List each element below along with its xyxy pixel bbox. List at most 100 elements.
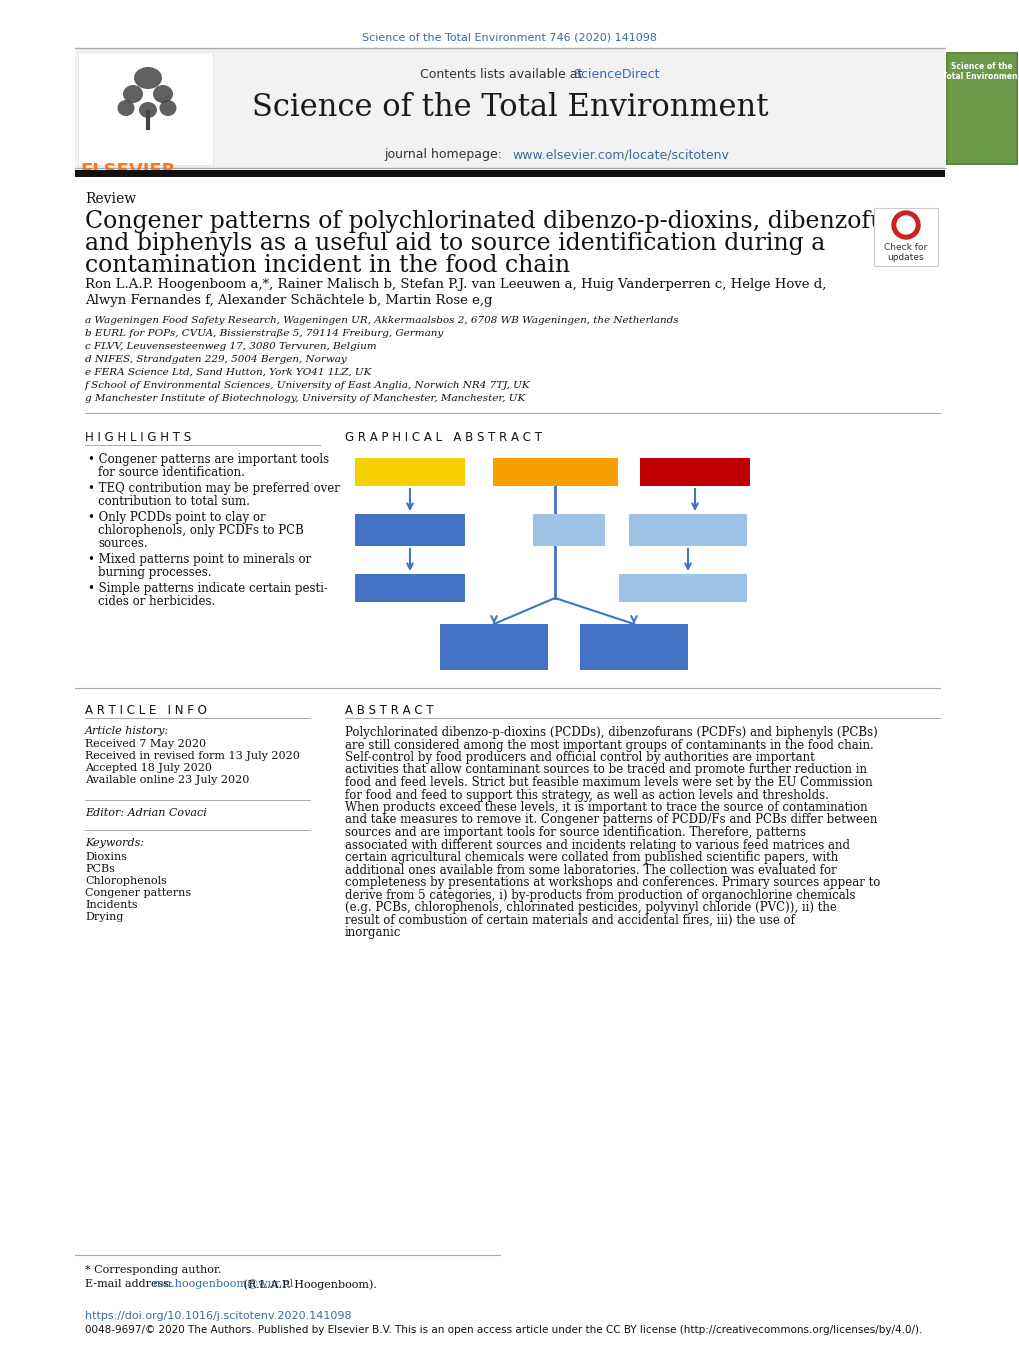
Text: derive from 5 categories, i) by-products from production of organochlorine chemi: derive from 5 categories, i) by-products… xyxy=(344,889,855,901)
Text: • Simple patterns indicate certain pesti-: • Simple patterns indicate certain pesti… xyxy=(88,582,327,595)
Text: • Congener patterns are important tools: • Congener patterns are important tools xyxy=(88,453,329,466)
Bar xyxy=(439,624,547,670)
Text: Chlorophenols: Chlorophenols xyxy=(647,525,728,534)
Text: completeness by presentations at workshops and conferences. Primary sources appe: completeness by presentations at worksho… xyxy=(344,877,879,889)
Text: activities that allow contaminant sources to be traced and promote further reduc: activities that allow contaminant source… xyxy=(344,764,866,776)
Text: A B S T R A C T: A B S T R A C T xyxy=(344,704,433,718)
Text: sources and are important tools for source identification. Therefore, patterns: sources and are important tools for sour… xyxy=(344,826,805,839)
Bar xyxy=(873,208,937,266)
Text: Clay: Clay xyxy=(556,525,581,534)
Text: f School of Environmental Sciences, University of East Anglia, Norwich NR4 7TJ, : f School of Environmental Sciences, Univ… xyxy=(85,381,530,390)
Bar xyxy=(639,458,749,487)
Text: Science of the Total Environment: Science of the Total Environment xyxy=(252,92,767,124)
Text: Dioxins: Dioxins xyxy=(85,852,127,862)
Text: d NIFES, Strandgaten 229, 5004 Bergen, Norway: d NIFES, Strandgaten 229, 5004 Bergen, N… xyxy=(85,355,346,364)
Text: Check for
chlorophenols: Check for chlorophenols xyxy=(646,578,719,599)
Text: (e.g. PCBs, chlorophenols, chlorinated pesticides, polyvinyl chloride (PVC)), ii: (e.g. PCBs, chlorophenols, chlorinated p… xyxy=(344,901,836,915)
Text: When products exceed these levels, it is important to trace the source of contam: When products exceed these levels, it is… xyxy=(344,800,867,814)
Ellipse shape xyxy=(123,86,143,103)
Text: https://doi.org/10.1016/j.scitotenv.2020.141098: https://doi.org/10.1016/j.scitotenv.2020… xyxy=(85,1311,352,1321)
Text: certain agricultural chemicals were collated from published scientific papers, w: certain agricultural chemicals were coll… xyxy=(344,851,838,864)
Text: result of combustion of certain materials and accidental fires, iii) the use of: result of combustion of certain material… xyxy=(344,913,794,927)
Text: are still considered among the most important groups of contaminants in the food: are still considered among the most impo… xyxy=(344,738,873,752)
Text: A R T I C L E   I N F O: A R T I C L E I N F O xyxy=(85,704,207,718)
Text: Available online 23 July 2020: Available online 23 July 2020 xyxy=(85,775,249,786)
Text: Primarily PCDFs: Primarily PCDFs xyxy=(360,465,460,476)
Text: Alwyn Fernandes f, Alexander Schächtele b, Martin Rose e,g: Alwyn Fernandes f, Alexander Schächtele … xyxy=(85,294,492,307)
Text: * Corresponding author.: * Corresponding author. xyxy=(85,1265,221,1275)
Text: and take measures to remove it. Congener patterns of PCDD/Fs and PCBs differ bet: and take measures to remove it. Congener… xyxy=(344,814,876,826)
Text: Check for
updates: Check for updates xyxy=(883,243,926,262)
Text: • Mixed patterns point to minerals or: • Mixed patterns point to minerals or xyxy=(88,553,311,565)
Text: • TEQ contribution may be preferred over: • TEQ contribution may be preferred over xyxy=(88,482,339,495)
Text: (R.L.A.P. Hoogenboom).: (R.L.A.P. Hoogenboom). xyxy=(240,1279,377,1290)
Bar xyxy=(355,573,465,602)
Text: e FERA Science Ltd, Sand Hutton, York YO41 1LZ, UK: e FERA Science Ltd, Sand Hutton, York YO… xyxy=(85,368,371,376)
Text: and biphenyls as a useful aid to source identification during a: and biphenyls as a useful aid to source … xyxy=(85,232,824,255)
Bar xyxy=(629,514,746,546)
Bar xyxy=(947,54,1015,163)
Text: PCBs: PCBs xyxy=(85,864,115,874)
Text: Drying
Dominated by
PeCDD/Fs and TCDD/Fs: Drying Dominated by PeCDD/Fs and TCDD/Fs xyxy=(441,626,545,656)
Bar xyxy=(355,458,465,487)
Bar xyxy=(945,52,1017,164)
Text: Review: Review xyxy=(85,192,136,207)
Bar xyxy=(77,52,213,164)
Text: a Wageningen Food Safety Research, Wageningen UR, Akkermaalsbos 2, 6708 WB Wagen: a Wageningen Food Safety Research, Wagen… xyxy=(85,317,678,325)
Text: Mixture of PCDD/Fs: Mixture of PCDD/Fs xyxy=(494,465,615,476)
Text: Self-control by food producers and official control by authorities are important: Self-control by food producers and offic… xyxy=(344,752,814,764)
Text: contribution to total sum.: contribution to total sum. xyxy=(98,495,250,508)
Text: journal homepage:: journal homepage: xyxy=(383,148,510,160)
Text: additional ones available from some laboratories. The collection was evaluated f: additional ones available from some labo… xyxy=(344,863,836,877)
Text: ScienceDirect: ScienceDirect xyxy=(573,68,659,82)
Text: Received in revised form 13 July 2020: Received in revised form 13 July 2020 xyxy=(85,752,300,761)
Text: G R A P H I C A L   A B S T R A C T: G R A P H I C A L A B S T R A C T xyxy=(344,431,541,444)
Ellipse shape xyxy=(159,101,176,116)
Text: chlorophenols, only PCDFs to PCB: chlorophenols, only PCDFs to PCB xyxy=(98,525,304,537)
Text: Chlorophenols: Chlorophenols xyxy=(85,877,167,886)
Ellipse shape xyxy=(117,101,135,116)
Text: Accepted 18 July 2020: Accepted 18 July 2020 xyxy=(85,762,212,773)
Text: b EURL for POPs, CVUA, Bissierstraße 5, 79114 Freiburg, Germany: b EURL for POPs, CVUA, Bissierstraße 5, … xyxy=(85,329,443,338)
Text: Polychlorinated dibenzo-p-dioxins (PCDDs), dibenzofurans (PCDFs) and biphenyls (: Polychlorinated dibenzo-p-dioxins (PCDDs… xyxy=(344,726,877,739)
Text: contamination incident in the food chain: contamination incident in the food chain xyxy=(85,254,570,277)
Text: cides or herbicides.: cides or herbicides. xyxy=(98,595,215,607)
Text: Science of the Total Environment 746 (2020) 141098: Science of the Total Environment 746 (20… xyxy=(362,33,657,43)
Ellipse shape xyxy=(133,67,162,88)
Text: • Only PCDDs point to clay or: • Only PCDDs point to clay or xyxy=(88,511,265,525)
Text: PCBs
including burning: PCBs including burning xyxy=(364,520,455,542)
Text: Primarily PCDDs: Primarily PCDDs xyxy=(643,465,745,476)
Text: Congener patterns of polychlorinated dibenzo-p-dioxins, dibenzofurans: Congener patterns of polychlorinated dib… xyxy=(85,211,937,232)
Ellipse shape xyxy=(139,102,157,118)
Text: Incidents: Incidents xyxy=(85,900,138,911)
Text: Science of the
Total Environment: Science of the Total Environment xyxy=(942,63,1019,82)
Text: www.elsevier.com/locate/scitotenv: www.elsevier.com/locate/scitotenv xyxy=(512,148,729,160)
Text: associated with different sources and incidents relating to various feed matrice: associated with different sources and in… xyxy=(344,839,849,852)
Text: H I G H L I G H T S: H I G H L I G H T S xyxy=(85,431,191,444)
Bar xyxy=(619,573,746,602)
Ellipse shape xyxy=(153,86,173,103)
Text: Article history:: Article history: xyxy=(85,726,169,737)
Text: E-mail address:: E-mail address: xyxy=(85,1279,176,1288)
Text: sources.: sources. xyxy=(98,537,148,550)
Bar xyxy=(580,624,688,670)
Text: 0048-9697/© 2020 The Authors. Published by Elsevier B.V. This is an open access : 0048-9697/© 2020 The Authors. Published … xyxy=(85,1325,921,1335)
Bar xyxy=(75,170,944,177)
Text: ELSEVIER: ELSEVIER xyxy=(79,162,175,179)
Text: ron.hoogenboom@wur.nl: ron.hoogenboom@wur.nl xyxy=(152,1279,293,1288)
Text: Check for PCBs: Check for PCBs xyxy=(367,582,451,593)
Bar xyxy=(75,48,944,169)
Text: inorganic: inorganic xyxy=(344,925,401,939)
Text: g Manchester Institute of Biotechnology, University of Manchester, Manchester, U: g Manchester Institute of Biotechnology,… xyxy=(85,394,525,404)
Text: for food and feed to support this strategy, as well as action levels and thresho: for food and feed to support this strate… xyxy=(344,788,828,802)
Text: for source identification.: for source identification. xyxy=(98,466,245,478)
Text: Received 7 May 2020: Received 7 May 2020 xyxy=(85,739,206,749)
Bar xyxy=(533,514,604,546)
Text: Congener patterns: Congener patterns xyxy=(85,887,191,898)
Bar xyxy=(355,514,465,546)
Text: Metals
Dominated by
PeCDD/Fs and HxCDFs: Metals Dominated by PeCDD/Fs and HxCDFs xyxy=(583,626,684,656)
Bar xyxy=(492,458,618,487)
Text: Keywords:: Keywords: xyxy=(85,839,144,848)
Text: Editor: Adrian Covaci: Editor: Adrian Covaci xyxy=(85,809,207,818)
Circle shape xyxy=(896,216,914,234)
